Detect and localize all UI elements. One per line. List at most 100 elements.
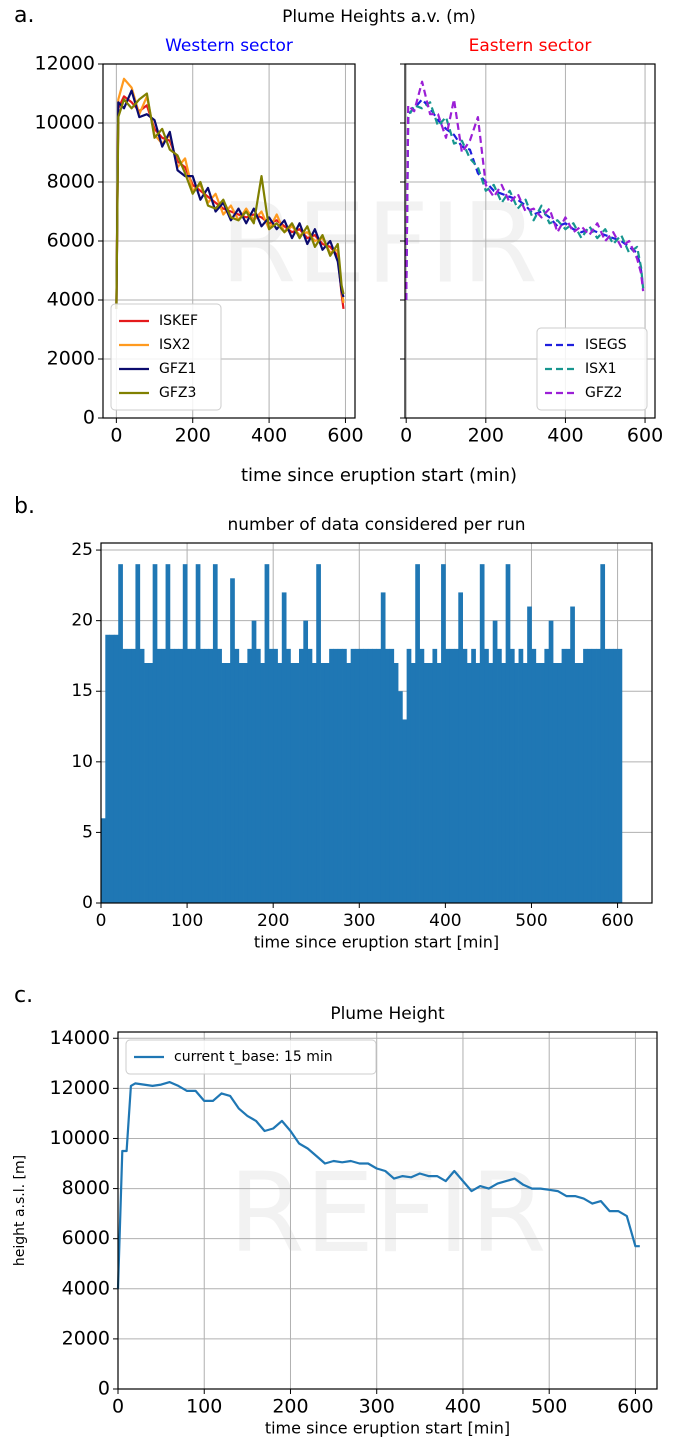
y-tick-label: 0 — [82, 893, 93, 913]
x-tick-label: 100 — [171, 911, 203, 931]
bar — [587, 648, 593, 903]
bar — [247, 648, 253, 903]
bar — [243, 663, 248, 903]
panel-label: b. — [14, 494, 35, 519]
y-tick-label: 6000 — [47, 230, 95, 252]
bar — [277, 663, 283, 903]
bar — [505, 564, 511, 903]
bar — [329, 648, 334, 903]
bar — [174, 648, 179, 903]
bar — [479, 564, 485, 903]
plot-frame — [100, 542, 653, 904]
bar — [428, 663, 433, 903]
bar — [453, 648, 459, 903]
legend-label: GFZ2 — [585, 385, 622, 401]
y-tick-label: 0 — [83, 407, 95, 429]
bar — [113, 634, 119, 903]
bar — [144, 663, 149, 903]
bar — [445, 648, 451, 903]
bar — [225, 663, 231, 903]
bar — [423, 663, 429, 903]
bar — [522, 663, 528, 903]
bar — [415, 564, 420, 903]
x-tick-label: 500 — [515, 911, 547, 931]
bar — [432, 648, 438, 903]
legend-label: GFZ3 — [159, 385, 196, 401]
bar — [497, 648, 502, 903]
bar — [410, 663, 416, 903]
y-tick-label: 12000 — [50, 1077, 110, 1099]
bar — [398, 691, 403, 903]
bar — [613, 648, 618, 903]
bar — [514, 663, 519, 903]
bar — [393, 663, 399, 903]
bar — [178, 648, 184, 903]
bar — [221, 663, 227, 903]
series-line — [405, 101, 645, 301]
bar — [182, 564, 188, 903]
x-axis-label: time since eruption start [min] — [265, 1419, 510, 1438]
bar — [591, 648, 597, 903]
bar — [544, 648, 550, 903]
bar — [101, 818, 106, 903]
bar — [600, 564, 606, 903]
x-tick-label: 200 — [257, 911, 289, 931]
bar — [251, 620, 257, 903]
y-axis-label: height a.s.l. [m] — [12, 1155, 28, 1266]
bar — [260, 663, 265, 903]
plot-frame — [404, 63, 656, 419]
bar — [217, 648, 222, 903]
bar — [238, 663, 244, 903]
legend: current t_base: 15 min — [125, 1039, 377, 1075]
bar — [307, 648, 313, 903]
y-tick-label: 15 — [71, 681, 93, 701]
bar — [561, 648, 567, 903]
bar — [109, 634, 115, 903]
x-tick-label: 200 — [272, 1396, 308, 1418]
bar — [462, 648, 468, 903]
x-tick-label: 0 — [96, 911, 107, 931]
bar — [118, 564, 123, 903]
x-tick-label: 300 — [343, 911, 375, 931]
x-tick-label: 0 — [110, 425, 122, 447]
bar — [389, 648, 395, 903]
y-tick-label: 25 — [71, 540, 93, 560]
bar — [156, 648, 162, 903]
bar — [105, 634, 111, 903]
y-tick-label: 0 — [98, 1378, 110, 1400]
bar — [268, 648, 274, 903]
bar — [337, 648, 343, 903]
bar — [466, 663, 472, 903]
y-tick-label: 10000 — [50, 1127, 110, 1149]
bar — [320, 663, 326, 903]
y-tick-label: 12000 — [35, 53, 95, 75]
bar — [234, 648, 240, 903]
bar — [290, 663, 296, 903]
legend-label: ISX1 — [585, 361, 617, 377]
x-tick-label: 500 — [531, 1396, 567, 1418]
x-axis-label: time since eruption start (min) — [241, 465, 517, 486]
x-tick-label: 400 — [445, 1396, 481, 1418]
bar — [367, 648, 373, 903]
bar — [187, 648, 192, 903]
legend-label: ISX2 — [159, 337, 191, 353]
bar — [574, 663, 580, 903]
bar — [204, 648, 210, 903]
series-line — [115, 92, 345, 309]
bar — [346, 663, 352, 903]
bar — [492, 620, 498, 903]
bar — [281, 592, 287, 903]
x-tick-label: 400 — [429, 911, 461, 931]
bar — [380, 592, 386, 903]
bar — [441, 564, 446, 903]
bar — [286, 648, 291, 903]
bar — [552, 663, 558, 903]
bar — [501, 663, 507, 903]
bar — [604, 648, 610, 903]
x-tick-label: 200 — [468, 425, 504, 447]
bar — [191, 648, 197, 903]
legend-box — [536, 327, 648, 411]
bar — [208, 648, 214, 903]
bar — [484, 648, 489, 903]
x-tick-label: 600 — [601, 911, 633, 931]
